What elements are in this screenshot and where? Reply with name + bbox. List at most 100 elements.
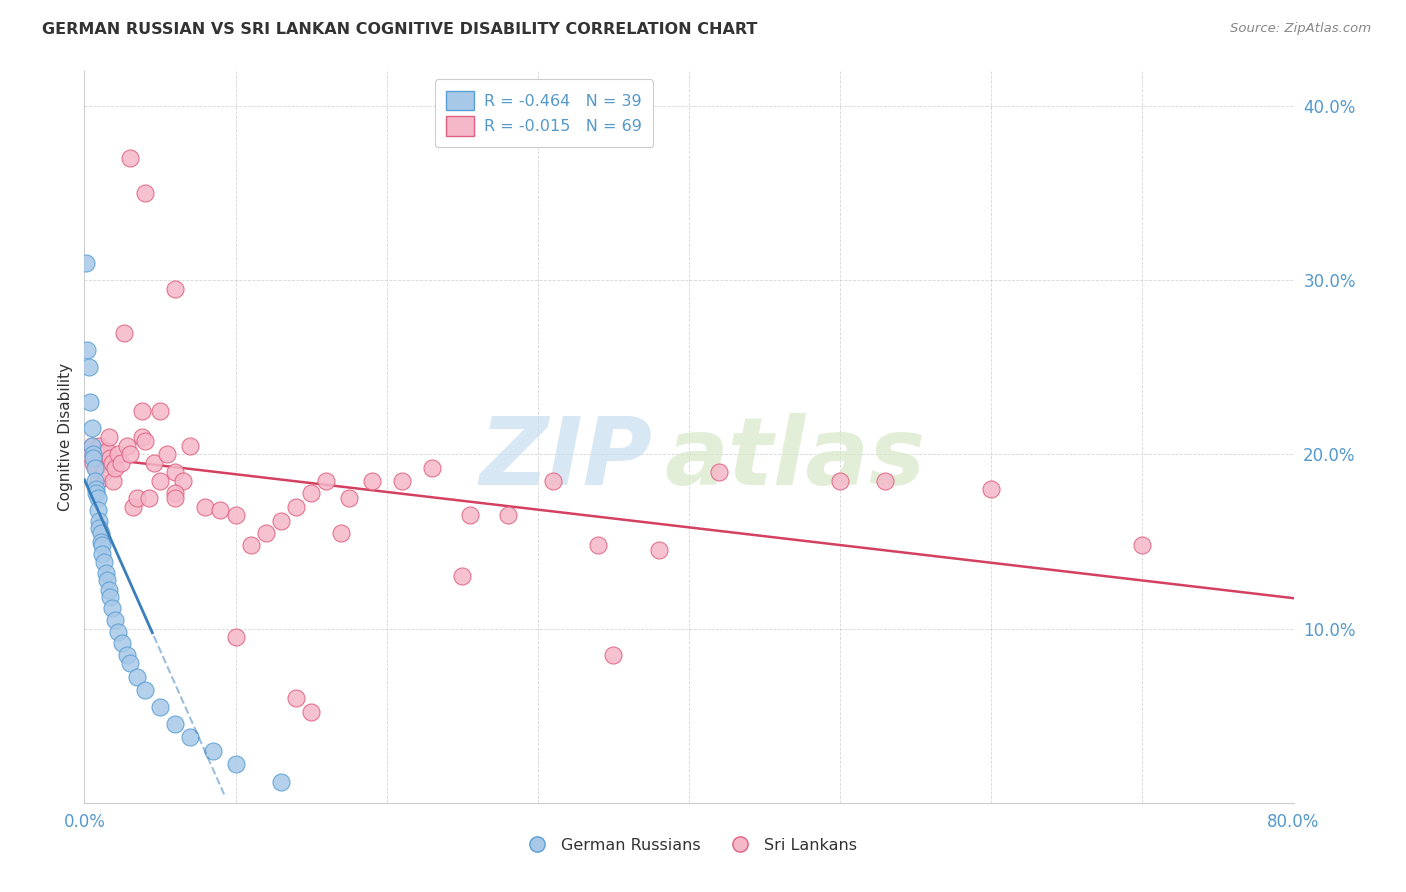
Point	[165, 717, 187, 731]
Point	[172, 474, 194, 488]
Point	[648, 543, 671, 558]
Point	[254, 525, 277, 540]
Point	[84, 461, 107, 475]
Point	[96, 444, 118, 458]
Point	[76, 343, 98, 357]
Point	[330, 525, 353, 540]
Point	[104, 461, 127, 475]
Point	[391, 474, 413, 488]
Point	[134, 682, 156, 697]
Point	[165, 465, 187, 479]
Point	[107, 625, 129, 640]
Text: ZIP: ZIP	[479, 413, 652, 505]
Point	[94, 448, 117, 462]
Point	[149, 404, 172, 418]
Point	[709, 465, 731, 479]
Point	[299, 705, 322, 719]
Point	[89, 439, 111, 453]
Point	[77, 360, 100, 375]
Point	[225, 631, 247, 645]
Point	[451, 569, 474, 583]
Text: atlas: atlas	[665, 413, 927, 505]
Point	[111, 635, 134, 649]
Point	[91, 450, 114, 465]
Point	[93, 465, 115, 479]
Point	[830, 474, 852, 488]
Point	[420, 461, 443, 475]
Text: GERMAN RUSSIAN VS SRI LANKAN COGNITIVE DISABILITY CORRELATION CHART: GERMAN RUSSIAN VS SRI LANKAN COGNITIVE D…	[42, 22, 758, 37]
Legend: German Russians, Sri Lankans: German Russians, Sri Lankans	[513, 830, 865, 861]
Point	[115, 648, 138, 662]
Point	[496, 508, 519, 523]
Y-axis label: Cognitive Disability: Cognitive Disability	[58, 363, 73, 511]
Point	[131, 404, 153, 418]
Point	[86, 485, 108, 500]
Point	[127, 491, 149, 505]
Point	[458, 508, 481, 523]
Point	[90, 448, 112, 462]
Point	[75, 256, 97, 270]
Point	[86, 461, 108, 475]
Point	[165, 282, 187, 296]
Point	[97, 430, 120, 444]
Point	[270, 775, 292, 789]
Point	[980, 483, 1002, 497]
Point	[156, 448, 179, 462]
Point	[82, 448, 104, 462]
Point	[80, 439, 103, 453]
Point	[77, 448, 100, 462]
Point	[179, 730, 201, 744]
Point	[97, 583, 120, 598]
Point	[285, 500, 308, 514]
Point	[87, 491, 110, 505]
Point	[299, 485, 322, 500]
Point	[89, 521, 111, 535]
Point	[131, 430, 153, 444]
Point	[142, 456, 165, 470]
Point	[104, 613, 127, 627]
Point	[1130, 538, 1153, 552]
Point	[98, 450, 121, 465]
Point	[149, 474, 172, 488]
Point	[127, 670, 149, 684]
Point	[337, 491, 360, 505]
Point	[90, 534, 112, 549]
Point	[315, 474, 337, 488]
Point	[82, 456, 104, 470]
Point	[165, 485, 187, 500]
Point	[875, 474, 897, 488]
Point	[91, 547, 114, 561]
Point	[285, 691, 308, 706]
Point	[101, 474, 124, 488]
Point	[87, 503, 110, 517]
Point	[118, 448, 141, 462]
Point	[121, 500, 143, 514]
Point	[98, 591, 121, 605]
Point	[201, 743, 224, 757]
Point	[110, 456, 132, 470]
Point	[115, 439, 138, 453]
Point	[134, 186, 156, 201]
Point	[118, 152, 141, 166]
Point	[541, 474, 564, 488]
Point	[602, 648, 624, 662]
Point	[225, 508, 247, 523]
Point	[360, 474, 382, 488]
Point	[96, 573, 118, 587]
Point	[107, 448, 129, 462]
Point	[93, 556, 115, 570]
Point	[149, 700, 172, 714]
Point	[84, 448, 107, 462]
Point	[87, 474, 110, 488]
Point	[112, 326, 135, 340]
Point	[84, 474, 107, 488]
Point	[588, 538, 610, 552]
Point	[79, 395, 101, 409]
Point	[80, 439, 103, 453]
Point	[100, 456, 122, 470]
Point	[194, 500, 217, 514]
Point	[80, 421, 103, 435]
Point	[134, 434, 156, 448]
Text: Source: ZipAtlas.com: Source: ZipAtlas.com	[1230, 22, 1371, 36]
Point	[209, 503, 232, 517]
